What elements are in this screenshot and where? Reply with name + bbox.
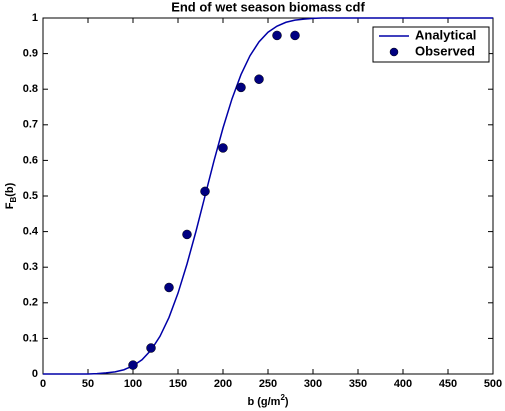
observed-point xyxy=(290,30,300,41)
observed-point xyxy=(200,186,210,197)
y-label-sub: B xyxy=(9,197,18,203)
x-tick-label: 350 xyxy=(349,378,367,390)
y-label-text: F xyxy=(4,202,16,209)
y-tick-label: 0.6 xyxy=(23,154,38,166)
y-tick-label: 0.9 xyxy=(23,48,38,60)
chart-title: End of wet season biomass cdf xyxy=(171,0,365,14)
observed-point xyxy=(146,343,156,353)
observed-point xyxy=(182,229,192,240)
y-tick-label: 0 xyxy=(32,368,38,380)
y-tick-label: 0.8 xyxy=(23,83,38,95)
legend-label: Observed xyxy=(415,43,475,58)
y-tick-label: 0.2 xyxy=(23,297,38,309)
x-tick-label: 200 xyxy=(214,378,232,390)
analytical-line xyxy=(43,17,493,375)
x-tick-label: 50 xyxy=(82,378,94,390)
plot-frame xyxy=(42,17,494,375)
observed-point xyxy=(218,143,228,153)
y-tick-label: 0.3 xyxy=(23,261,38,273)
observed-point xyxy=(236,82,246,93)
x-tick-label: 150 xyxy=(169,378,187,390)
x-tick-label: 300 xyxy=(304,378,322,390)
y-tick-label: 0.5 xyxy=(23,190,38,202)
observed-point xyxy=(254,74,264,84)
legend-marker xyxy=(389,47,399,57)
x-tick-label: 400 xyxy=(394,378,412,390)
x-tick-label: 0 xyxy=(40,378,46,390)
y-label-end: (b) xyxy=(4,182,16,196)
y-tick-label: 0.1 xyxy=(23,332,38,344)
y-tick-label: 0.4 xyxy=(23,226,39,238)
y-tick-label: 0.7 xyxy=(23,119,38,131)
x-axis-label: b (g/m2) xyxy=(247,393,288,408)
observed-point xyxy=(272,30,282,41)
x-tick-label: 500 xyxy=(484,378,502,390)
observed-point xyxy=(128,360,138,370)
x-tick-label: 100 xyxy=(124,378,142,390)
legend-box xyxy=(372,26,490,63)
x-tick-label: 250 xyxy=(259,378,277,390)
x-tick-label: 450 xyxy=(439,378,457,390)
observed-point xyxy=(164,282,174,293)
y-axis-label: FB(b) xyxy=(4,182,18,209)
x-label-sup: 2 xyxy=(280,393,285,402)
x-label-text: b (g/m xyxy=(247,396,280,408)
y-tick-label: 1 xyxy=(32,12,38,24)
x-label-end: ) xyxy=(285,396,289,408)
legend-label: Analytical xyxy=(415,27,476,42)
